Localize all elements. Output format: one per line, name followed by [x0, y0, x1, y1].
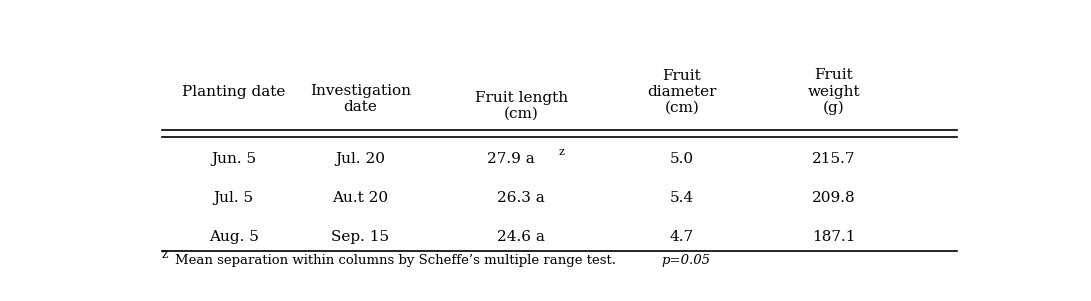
- Text: p=0.05: p=0.05: [661, 254, 710, 267]
- Text: Fruit length
(cm): Fruit length (cm): [475, 91, 567, 121]
- Text: Investigation
date: Investigation date: [310, 84, 411, 114]
- Text: Jul. 20: Jul. 20: [335, 152, 385, 166]
- Text: Fruit
weight
(g): Fruit weight (g): [807, 68, 860, 115]
- Text: Sep. 15: Sep. 15: [332, 230, 389, 244]
- Text: 24.6 a: 24.6 a: [497, 230, 546, 244]
- Text: Planting date: Planting date: [182, 85, 286, 99]
- Text: Fruit
diameter
(cm): Fruit diameter (cm): [647, 69, 717, 115]
- Text: 209.8: 209.8: [812, 191, 855, 205]
- Text: Aug. 5: Aug. 5: [208, 230, 259, 244]
- Text: 5.4: 5.4: [670, 191, 694, 205]
- Text: 27.9 a: 27.9 a: [487, 152, 535, 166]
- Text: 187.1: 187.1: [812, 230, 855, 244]
- Text: 26.3 a: 26.3 a: [497, 191, 546, 205]
- Text: 4.7: 4.7: [670, 230, 694, 244]
- Text: 5.0: 5.0: [670, 152, 694, 166]
- Text: Jul. 5: Jul. 5: [214, 191, 254, 205]
- Text: Jun. 5: Jun. 5: [211, 152, 256, 166]
- Text: z: z: [559, 147, 565, 157]
- Text: Mean separation within columns by Scheffe’s multiple range test.: Mean separation within columns by Scheff…: [176, 254, 625, 267]
- Text: Au.t 20: Au.t 20: [333, 191, 388, 205]
- Text: 215.7: 215.7: [812, 152, 855, 166]
- Text: z: z: [161, 248, 168, 261]
